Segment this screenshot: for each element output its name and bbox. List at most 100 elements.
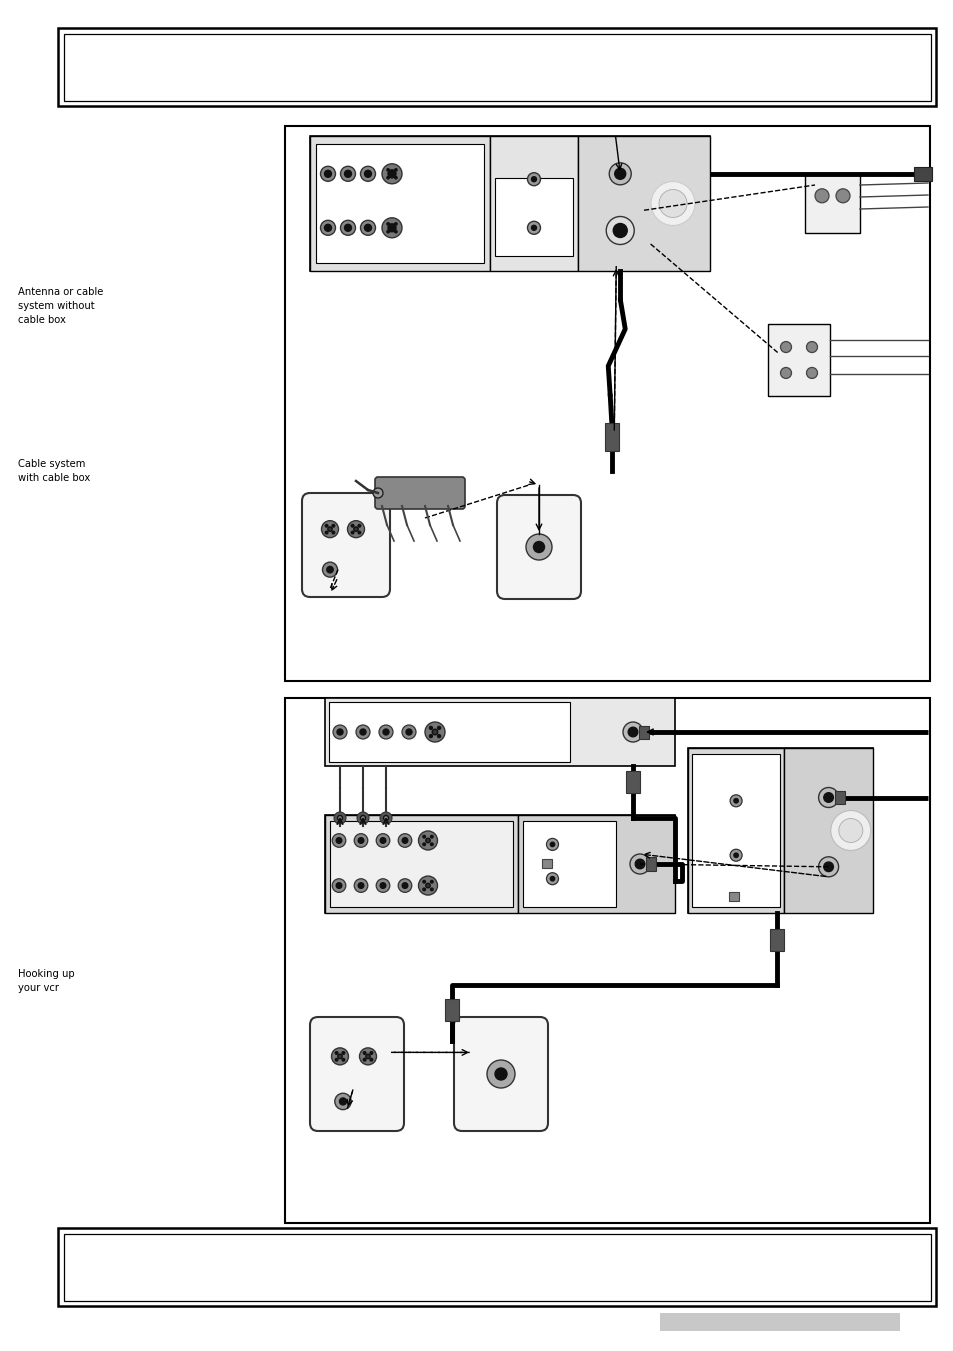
Bar (625, 771, 639, 793)
Circle shape (729, 850, 741, 861)
FancyBboxPatch shape (497, 494, 580, 598)
Bar (310, 136, 709, 272)
Bar (783, 748, 872, 913)
Circle shape (830, 811, 870, 851)
Bar (687, 748, 872, 913)
Circle shape (395, 223, 396, 226)
Circle shape (838, 819, 862, 843)
Circle shape (383, 816, 388, 820)
Circle shape (375, 834, 390, 847)
Circle shape (425, 884, 430, 888)
Circle shape (609, 163, 631, 185)
Circle shape (354, 878, 368, 893)
Circle shape (335, 1058, 337, 1061)
Circle shape (805, 367, 817, 378)
Circle shape (363, 1058, 366, 1061)
Circle shape (332, 878, 345, 893)
Text: Antenna or cable
system without
cable box: Antenna or cable system without cable bo… (18, 286, 103, 326)
Bar (495, 178, 573, 255)
Circle shape (424, 721, 444, 742)
Circle shape (605, 216, 634, 245)
Bar (541, 858, 552, 867)
Bar (687, 748, 783, 913)
Circle shape (357, 524, 360, 527)
Circle shape (328, 527, 332, 531)
Circle shape (818, 857, 838, 877)
Circle shape (378, 725, 393, 739)
Circle shape (533, 542, 544, 553)
Circle shape (395, 177, 396, 178)
Circle shape (360, 220, 375, 235)
Circle shape (335, 1093, 351, 1109)
Circle shape (340, 220, 355, 235)
Circle shape (351, 524, 354, 527)
Bar (58, 1228, 935, 1306)
Circle shape (387, 169, 389, 172)
Circle shape (729, 794, 741, 807)
Circle shape (324, 170, 331, 177)
Circle shape (337, 1054, 342, 1059)
Circle shape (733, 798, 738, 802)
Circle shape (355, 725, 370, 739)
Circle shape (357, 838, 363, 843)
Circle shape (325, 531, 328, 534)
Circle shape (430, 835, 433, 838)
Circle shape (546, 839, 558, 850)
Circle shape (320, 166, 335, 181)
Bar (604, 423, 618, 451)
Circle shape (337, 816, 342, 820)
Circle shape (322, 562, 337, 577)
Circle shape (359, 730, 366, 735)
Circle shape (387, 177, 389, 178)
Circle shape (430, 843, 433, 846)
Circle shape (375, 878, 390, 893)
Circle shape (373, 488, 382, 499)
Circle shape (495, 1069, 506, 1079)
Circle shape (437, 735, 440, 738)
Circle shape (550, 877, 554, 881)
Bar (691, 754, 780, 907)
Bar (64, 34, 929, 100)
Circle shape (333, 725, 347, 739)
Bar (285, 126, 929, 681)
FancyBboxPatch shape (302, 493, 390, 597)
Bar (913, 166, 931, 181)
Circle shape (382, 730, 389, 735)
Circle shape (370, 1058, 373, 1061)
Bar (325, 815, 675, 913)
Circle shape (363, 1051, 366, 1054)
Circle shape (422, 843, 425, 846)
Circle shape (531, 177, 536, 181)
Bar (58, 28, 935, 105)
Bar (578, 136, 709, 272)
Circle shape (622, 721, 642, 742)
Circle shape (334, 812, 346, 824)
Circle shape (659, 189, 686, 218)
Circle shape (527, 222, 540, 234)
Circle shape (823, 793, 833, 802)
Circle shape (332, 834, 345, 847)
Circle shape (344, 170, 351, 177)
Circle shape (805, 342, 817, 353)
Circle shape (430, 888, 433, 890)
Circle shape (402, 838, 407, 843)
Circle shape (395, 169, 396, 172)
FancyBboxPatch shape (454, 1017, 547, 1131)
Bar (325, 698, 675, 766)
Circle shape (339, 1098, 346, 1105)
Circle shape (344, 224, 351, 231)
Circle shape (387, 223, 389, 226)
Circle shape (546, 873, 558, 885)
Circle shape (380, 838, 385, 843)
Text: Cable system
with cable box: Cable system with cable box (18, 459, 91, 484)
Circle shape (356, 812, 369, 824)
Circle shape (437, 727, 440, 730)
Circle shape (780, 367, 791, 378)
Bar (645, 857, 656, 871)
Circle shape (325, 524, 328, 527)
Circle shape (379, 812, 392, 824)
FancyBboxPatch shape (310, 1017, 403, 1131)
Circle shape (335, 1051, 337, 1054)
Circle shape (360, 166, 375, 181)
Circle shape (430, 881, 433, 884)
